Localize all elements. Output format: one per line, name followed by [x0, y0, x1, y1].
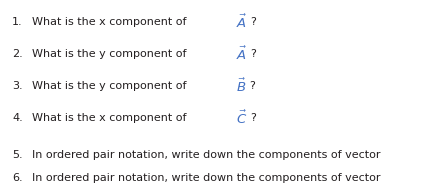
Text: 2.: 2. — [12, 49, 23, 59]
Text: What is the x component of: What is the x component of — [32, 113, 190, 123]
Text: ?: ? — [250, 113, 256, 123]
Text: $\vec{\mathit{C}}$: $\vec{\mathit{C}}$ — [236, 109, 247, 127]
Text: 3.: 3. — [12, 81, 23, 91]
Text: In ordered pair notation, write down the components of vector: In ordered pair notation, write down the… — [32, 150, 384, 160]
Text: $\vec{\mathit{B}}$: $\vec{\mathit{B}}$ — [236, 77, 246, 95]
Text: ?: ? — [249, 81, 255, 91]
Text: What is the y component of: What is the y component of — [32, 81, 190, 91]
Text: $\vec{\mathit{A}}$: $\vec{\mathit{A}}$ — [236, 13, 247, 31]
Text: In ordered pair notation, write down the components of vector: In ordered pair notation, write down the… — [32, 173, 384, 183]
Text: $\vec{\mathit{A}}$: $\vec{\mathit{A}}$ — [236, 45, 247, 63]
Text: 6.: 6. — [12, 173, 23, 183]
Text: What is the x component of: What is the x component of — [32, 17, 190, 27]
Text: 1.: 1. — [12, 17, 23, 27]
Text: ?: ? — [250, 49, 256, 59]
Text: 4.: 4. — [12, 113, 23, 123]
Text: ?: ? — [250, 17, 256, 27]
Text: 5.: 5. — [12, 150, 23, 160]
Text: What is the y component of: What is the y component of — [32, 49, 190, 59]
